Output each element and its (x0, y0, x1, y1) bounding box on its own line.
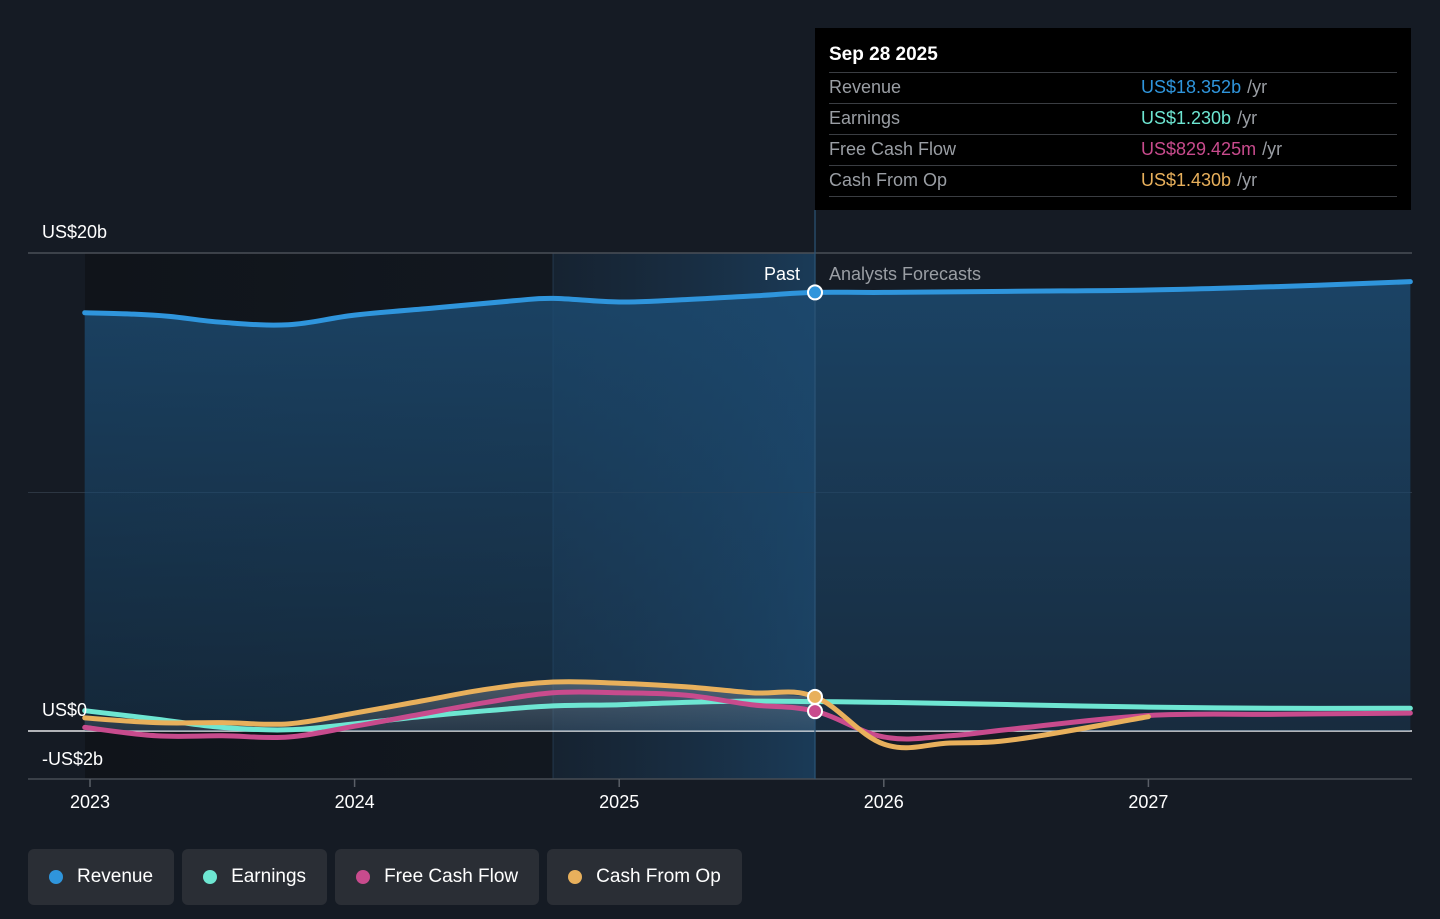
forecast-label: Analysts Forecasts (829, 264, 981, 284)
tooltip-label: Cash From Op (829, 170, 948, 190)
x-tick-label: 2027 (1128, 792, 1168, 812)
marker-revenue (807, 284, 824, 301)
line-earnings (82, 698, 1413, 733)
x-tick-label: 2023 (70, 792, 110, 812)
tooltip-row-earnings: Earnings US$1.230b /yr (829, 103, 1397, 134)
tooltip-unit: /yr (1262, 139, 1283, 159)
tooltip-value: US$1.430b (1141, 170, 1232, 190)
legend-item-free-cash-flow[interactable]: Free Cash Flow (335, 849, 540, 905)
tooltip-unit: /yr (1237, 170, 1258, 190)
free-cash-flow-dot-icon (356, 870, 371, 884)
revenue-dot-icon (49, 870, 63, 884)
tooltip-unit: /yr (1237, 108, 1258, 128)
legend-item-revenue[interactable]: Revenue (28, 849, 175, 905)
x-tick-label: 2025 (599, 792, 639, 812)
earnings-dot-icon (203, 870, 218, 884)
revenue-area (84, 281, 1411, 731)
tooltip: Sep 28 2025 Revenue US$18.352b /yr Earni… (815, 28, 1411, 210)
tooltip-label: Revenue (829, 77, 902, 97)
legend-label: Earnings (231, 866, 307, 887)
tooltip-value: US$18.352b (1141, 77, 1242, 97)
legend: Revenue Earnings Free Cash Flow Cash Fro… (28, 849, 742, 905)
line-cash-from-op (82, 679, 1151, 751)
tooltip-row-cash-from-op: Cash From Op US$1.430b /yr (829, 165, 1397, 197)
tooltip-value: US$1.230b (1141, 108, 1232, 128)
tooltip-label: Earnings (829, 108, 901, 128)
legend-item-earnings[interactable]: Earnings (182, 849, 328, 905)
tooltip-date: Sep 28 2025 (829, 44, 938, 65)
legend-label: Cash From Op (596, 866, 721, 887)
tooltip-row-free-cash-flow: Free Cash Flow US$829.425m /yr (829, 134, 1397, 165)
marker-cash-from-op (807, 688, 824, 705)
legend-label: Free Cash Flow (384, 866, 519, 887)
y-tick-label: US$0 (42, 700, 87, 720)
cash-from-op-dot-icon (568, 870, 583, 884)
legend-item-cash-from-op[interactable]: Cash From Op (547, 849, 742, 905)
y-tick-label: US$20b (42, 222, 107, 242)
past-label: Past (764, 264, 800, 284)
line-revenue (82, 279, 1413, 328)
x-tick-label: 2024 (335, 792, 375, 812)
y-tick-label: -US$2b (42, 749, 103, 769)
tooltip-label: Free Cash Flow (829, 139, 957, 159)
x-tick-label: 2026 (864, 792, 904, 812)
tooltip-value: US$829.425m (1141, 139, 1257, 159)
legend-label: Revenue (77, 866, 154, 887)
chart: US$20b US$0 -US$2b 2023 2024 2025 2026 2027 Past… (28, 210, 1413, 812)
tooltip-unit: /yr (1247, 77, 1268, 97)
line-free-cash-flow (82, 689, 1413, 742)
marker-free-cash-flow (807, 703, 824, 720)
tooltip-row-revenue: Revenue US$18.352b /yr (829, 72, 1397, 103)
